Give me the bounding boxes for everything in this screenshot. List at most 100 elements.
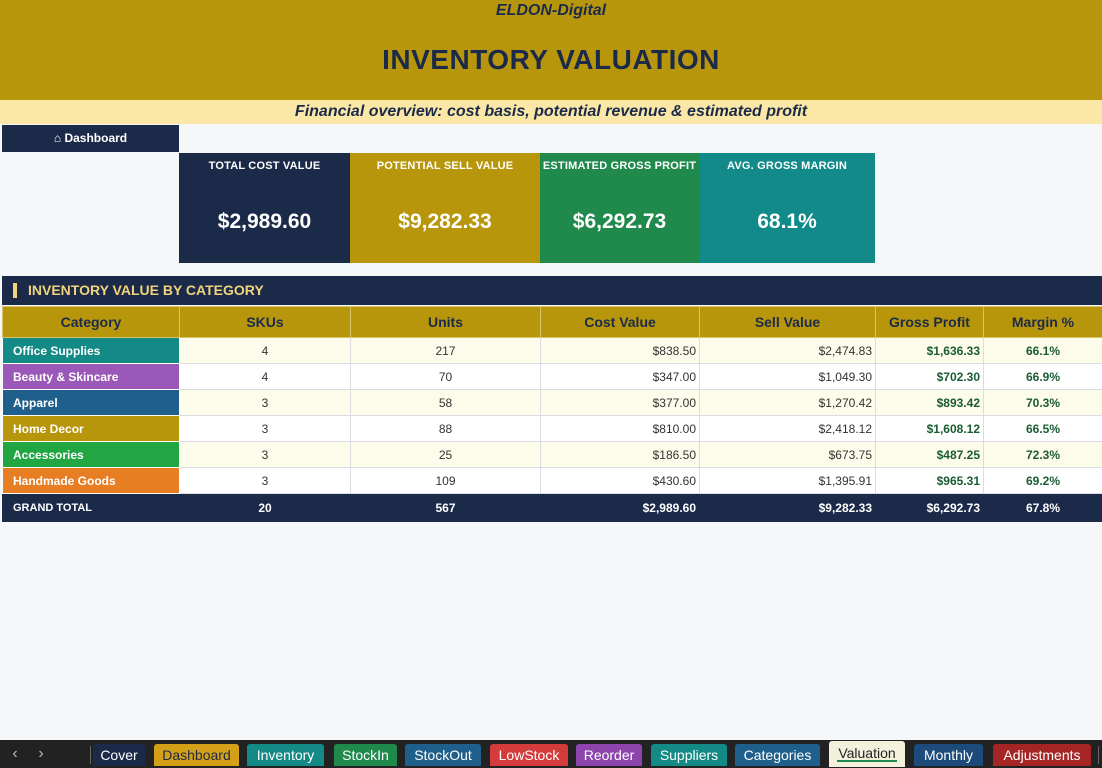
cost-value-cell[interactable]: $377.00 <box>540 389 700 416</box>
sheet-tab-stockin[interactable]: StockIn <box>334 744 397 766</box>
table-row: Home Decor 3 88 $810.00 $2,418.12 $1,608… <box>2 415 1102 442</box>
total-cost-value-cell[interactable]: $2,989.60 <box>540 493 700 522</box>
skus-cell[interactable]: 4 <box>179 363 351 390</box>
total-margin-cell[interactable]: 67.8% <box>983 493 1102 522</box>
page-title: INVENTORY VALUATION <box>382 44 720 75</box>
sell-value-cell[interactable]: $1,270.42 <box>699 389 876 416</box>
skus-cell[interactable]: 3 <box>179 441 351 468</box>
cost-value-cell[interactable]: $347.00 <box>540 363 700 390</box>
sheet-tab-cover[interactable]: Cover <box>93 744 145 766</box>
kpi-potential-sell-value: POTENTIAL SELL VALUE $9,282.33 <box>350 153 540 263</box>
sheet-tab-categories[interactable]: Categories <box>735 744 820 766</box>
tab-separator <box>90 746 91 764</box>
table-row: Apparel 3 58 $377.00 $1,270.42 $893.42 7… <box>2 389 1102 416</box>
category-cell[interactable]: Beauty & Skincare <box>2 363 180 390</box>
total-gross-profit-cell[interactable]: $6,292.73 <box>875 493 984 522</box>
category-cell[interactable]: Home Decor <box>2 415 180 442</box>
sheet-tab-lowstock[interactable]: LowStock <box>490 744 568 766</box>
kpi-label: POTENTIAL SELL VALUE <box>376 160 514 172</box>
column-header-margin[interactable]: Margin % <box>983 306 1102 338</box>
brand-name: ELDON-Digital <box>495 2 607 19</box>
table-row: Accessories 3 25 $186.50 $673.75 $487.25… <box>2 441 1102 468</box>
units-cell[interactable]: 70 <box>350 363 541 390</box>
column-header-skus[interactable]: SKUs <box>179 306 351 338</box>
cost-value-cell[interactable]: $430.60 <box>540 467 700 494</box>
margin-cell[interactable]: 66.9% <box>983 363 1102 390</box>
section-title: INVENTORY VALUE BY CATEGORY <box>28 282 264 298</box>
kpi-label: AVG. GROSS MARGIN <box>727 160 847 172</box>
column-header-units[interactable]: Units <box>350 306 541 338</box>
sell-value-cell[interactable]: $673.75 <box>699 441 876 468</box>
margin-cell[interactable]: 66.5% <box>983 415 1102 442</box>
chevron-right-icon[interactable]: › <box>38 745 44 762</box>
kpi-label: ESTIMATED GROSS PROFIT <box>542 160 697 172</box>
column-header-category[interactable]: Category <box>2 306 180 338</box>
skus-cell[interactable]: 4 <box>179 337 351 364</box>
sell-value-cell[interactable]: $1,395.91 <box>699 467 876 494</box>
category-cell[interactable]: Handmade Goods <box>2 467 180 494</box>
column-header-cost-value[interactable]: Cost Value <box>540 306 700 338</box>
active-tab-underline <box>837 760 897 762</box>
section-accent-bar <box>13 283 17 298</box>
section-header: INVENTORY VALUE BY CATEGORY <box>2 276 1102 305</box>
gross-profit-cell[interactable]: $965.31 <box>875 467 984 494</box>
gross-profit-cell[interactable]: $1,608.12 <box>875 415 984 442</box>
cost-value-cell[interactable]: $810.00 <box>540 415 700 442</box>
total-skus-cell[interactable]: 20 <box>179 493 351 522</box>
tab-separator <box>1098 746 1099 764</box>
skus-cell[interactable]: 3 <box>179 389 351 416</box>
column-header-gross-profit[interactable]: Gross Profit <box>875 306 984 338</box>
sheet-tab-valuation[interactable]: Valuation <box>829 741 905 767</box>
category-valuation-table: Category SKUs Units Cost Value Sell Valu… <box>2 306 1102 522</box>
category-cell[interactable]: Apparel <box>2 389 180 416</box>
kpi-value: $9,282.33 <box>398 210 492 233</box>
sheet-tab-bar: ‹ › Cover Dashboard Inventory StockIn St… <box>0 740 1102 768</box>
kpi-estimated-gross-profit: ESTIMATED GROSS PROFIT $6,292.73 <box>540 153 699 263</box>
total-units-cell[interactable]: 567 <box>350 493 541 522</box>
margin-cell[interactable]: 66.1% <box>983 337 1102 364</box>
units-cell[interactable]: 58 <box>350 389 541 416</box>
gross-profit-cell[interactable]: $702.30 <box>875 363 984 390</box>
margin-cell[interactable]: 70.3% <box>983 389 1102 416</box>
sheet-tab-reorder[interactable]: Reorder <box>576 744 642 766</box>
kpi-total-cost-value: TOTAL COST VALUE $2,989.60 <box>179 153 350 263</box>
margin-cell[interactable]: 69.2% <box>983 467 1102 494</box>
skus-cell[interactable]: 3 <box>179 415 351 442</box>
chevron-left-icon[interactable]: ‹ <box>12 745 18 762</box>
table-header-row: Category SKUs Units Cost Value Sell Valu… <box>2 306 1102 338</box>
sheet-tab-dashboard[interactable]: Dashboard <box>154 744 239 766</box>
units-cell[interactable]: 217 <box>350 337 541 364</box>
cost-value-cell[interactable]: $838.50 <box>540 337 700 364</box>
sheet-tab-adjustments[interactable]: Adjustments <box>993 744 1091 766</box>
sell-value-cell[interactable]: $1,049.30 <box>699 363 876 390</box>
category-cell[interactable]: Office Supplies <box>2 337 180 364</box>
gross-profit-cell[interactable]: $487.25 <box>875 441 984 468</box>
margin-cell[interactable]: 72.3% <box>983 441 1102 468</box>
sell-value-cell[interactable]: $2,418.12 <box>699 415 876 442</box>
skus-cell[interactable]: 3 <box>179 467 351 494</box>
sheet-tab-monthly[interactable]: Monthly <box>914 744 983 766</box>
column-header-sell-value[interactable]: Sell Value <box>699 306 876 338</box>
units-cell[interactable]: 88 <box>350 415 541 442</box>
sheet-tab-label: Valuation <box>838 745 896 761</box>
category-cell[interactable]: Accessories <box>2 441 180 468</box>
header-band <box>0 0 1102 100</box>
sell-value-cell[interactable]: $2,474.83 <box>699 337 876 364</box>
kpi-avg-gross-margin: AVG. GROSS MARGIN 68.1% <box>699 153 875 263</box>
page-subtitle: Financial overview: cost basis, potentia… <box>0 100 1102 124</box>
kpi-value: $2,989.60 <box>217 210 312 233</box>
kpi-value: 68.1% <box>757 210 817 233</box>
grand-total-label[interactable]: GRAND TOTAL <box>2 493 180 522</box>
cost-value-cell[interactable]: $186.50 <box>540 441 700 468</box>
units-cell[interactable]: 25 <box>350 441 541 468</box>
gross-profit-cell[interactable]: $1,636.33 <box>875 337 984 364</box>
table-row: Beauty & Skincare 4 70 $347.00 $1,049.30… <box>2 363 1102 390</box>
gross-profit-cell[interactable]: $893.42 <box>875 389 984 416</box>
total-sell-value-cell[interactable]: $9,282.33 <box>699 493 876 522</box>
sheet-tab-suppliers[interactable]: Suppliers <box>651 744 727 766</box>
sheet-tab-stockout[interactable]: StockOut <box>405 744 481 766</box>
sheet-tab-inventory[interactable]: Inventory <box>247 744 324 766</box>
dashboard-link-button[interactable]: ⌂ Dashboard <box>2 125 179 152</box>
grand-total-row: GRAND TOTAL 20 567 $2,989.60 $9,282.33 $… <box>2 493 1102 522</box>
units-cell[interactable]: 109 <box>350 467 541 494</box>
